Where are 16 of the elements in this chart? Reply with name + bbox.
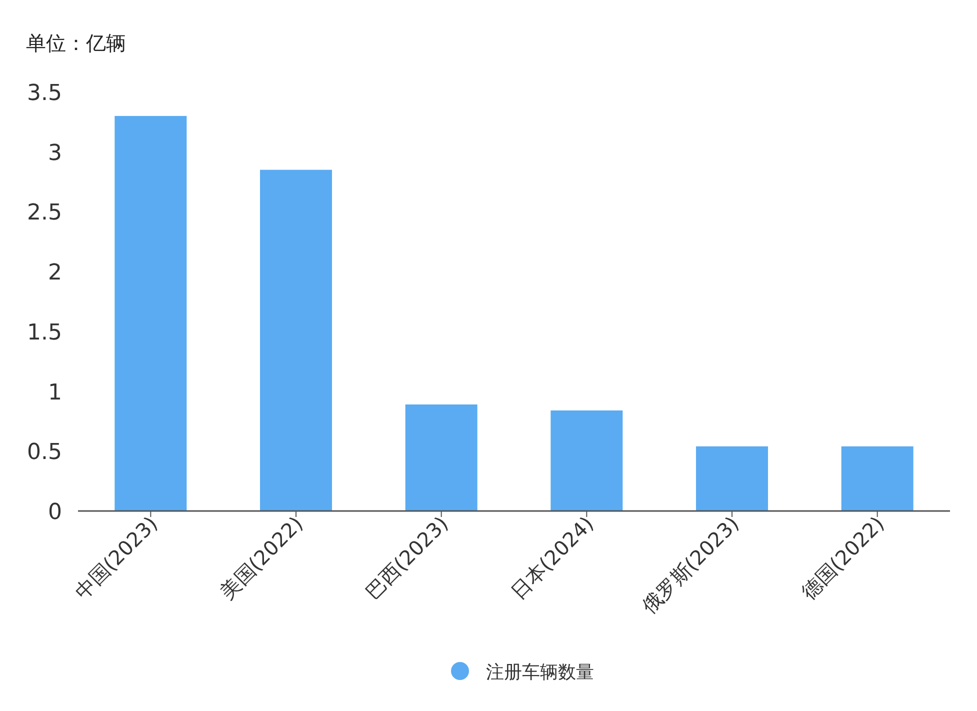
bar <box>696 446 768 511</box>
y-tick-label: 2 <box>48 260 62 286</box>
y-tick-label: 0.5 <box>27 440 62 466</box>
y-tick-label: 0 <box>48 500 62 525</box>
y-tick-label: 1.5 <box>27 320 62 346</box>
y-tick-label: 1 <box>48 380 62 406</box>
bar <box>260 170 332 511</box>
bar <box>841 446 914 511</box>
y-tick-label: 3.5 <box>27 81 62 106</box>
bar <box>550 410 623 511</box>
legend-label: 注册车辆数量 <box>486 662 594 683</box>
y-axis-title: 单位：亿辆 <box>26 31 126 55</box>
bar <box>405 404 478 511</box>
y-tick-label: 3 <box>48 140 62 166</box>
bar <box>114 116 187 511</box>
y-tick-label: 2.5 <box>27 200 62 226</box>
